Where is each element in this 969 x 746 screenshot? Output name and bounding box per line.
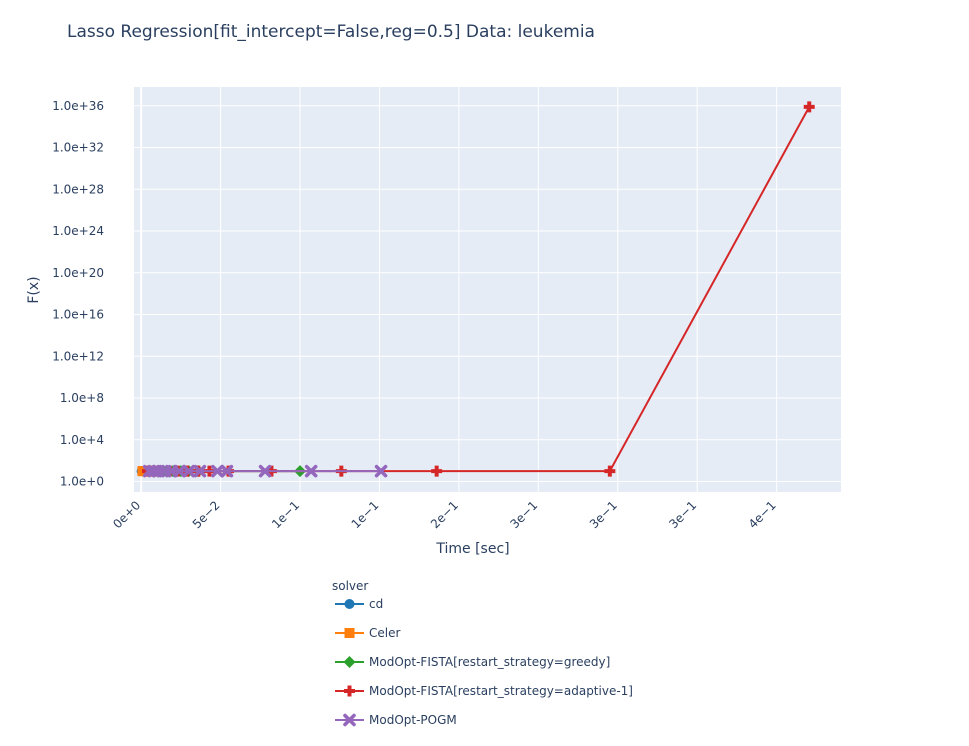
data-point (304, 464, 318, 478)
legend-marker (343, 656, 356, 668)
x-tick-label: 4e−1 (746, 498, 779, 531)
legend-item: ModOpt-FISTA[restart_strategy=adaptive-1… (335, 684, 633, 698)
data-point (803, 101, 815, 113)
y-tick-label: 1.0e+8 (60, 391, 104, 405)
data-point (220, 464, 234, 478)
series-4 (142, 464, 388, 478)
y-tick-label: 1.0e+12 (52, 349, 104, 363)
legend-label: ModOpt-POGM (369, 713, 457, 727)
legend-item: Celer (335, 626, 400, 640)
x-tick-label: 2e−1 (428, 498, 461, 531)
y-tick-label: 1.0e+0 (60, 475, 104, 489)
x-tick-label: 1e−1 (269, 498, 302, 531)
y-axis-title: F(x) (26, 276, 42, 303)
y-tick-label: 1.0e+28 (52, 182, 104, 196)
data-point (211, 464, 224, 478)
legend-title: solver (332, 579, 368, 593)
legend-label: cd (369, 597, 383, 611)
legend-label: ModOpt-FISTA[restart_strategy=greedy] (369, 655, 610, 669)
data-point (182, 464, 196, 478)
series-layer (136, 101, 815, 478)
x-tick-label: 0e+0 (110, 498, 143, 531)
legend-item: ModOpt-POGM (335, 713, 457, 727)
legend-marker (344, 628, 355, 638)
legend-item: cd (335, 597, 383, 611)
legend-marker (344, 599, 355, 609)
y-tick-label: 1.0e+32 (52, 141, 104, 155)
legend-label: ModOpt-FISTA[restart_strategy=adaptive-1… (369, 684, 633, 698)
y-tick-label: 1.0e+4 (60, 433, 104, 447)
x-tick-label: 3e−1 (666, 498, 699, 531)
x-tick-label: 1e−1 (349, 498, 382, 531)
x-tick-label: 3e−1 (507, 498, 540, 531)
y-gridlines (134, 105, 841, 483)
x-axis-title: Time [sec] (435, 541, 509, 557)
data-point (258, 464, 272, 478)
y-tick-label: 1.0e+36 (52, 99, 104, 113)
data-point (604, 465, 616, 477)
y-tick-label: 1.0e+16 (52, 308, 104, 322)
y-tick-label: 1.0e+20 (52, 266, 104, 280)
chart-title: Lasso Regression[fit_intercept=False,reg… (67, 22, 595, 42)
x-tick-label: 3e−1 (587, 498, 620, 531)
x-gridlines (140, 87, 778, 492)
y-tick-labels: 1.0e+0 1.0e+4 1.0e+8 1.0e+12 1.0e+16 1.0e+20 1… (52, 99, 104, 489)
legend: solver cd Celer ModOpt-FISTA[restart_strat… (332, 579, 633, 727)
plot-area (134, 87, 841, 492)
data-point (431, 465, 443, 477)
legend-marker (343, 713, 356, 727)
data-point (374, 464, 388, 478)
x-tick-label: 5e−2 (190, 498, 223, 531)
x-tick-labels: 0e+0 5e−2 1e−1 1e−1 2e−1 3e−1 3e−1 3e−1 4e−1 (110, 498, 779, 531)
data-point (193, 464, 207, 478)
legend-label: Celer (369, 626, 400, 640)
y-tick-label: 1.0e+24 (52, 224, 104, 238)
data-point (172, 464, 186, 478)
legend-marker (344, 685, 355, 697)
legend-item: ModOpt-FISTA[restart_strategy=greedy] (335, 655, 610, 669)
